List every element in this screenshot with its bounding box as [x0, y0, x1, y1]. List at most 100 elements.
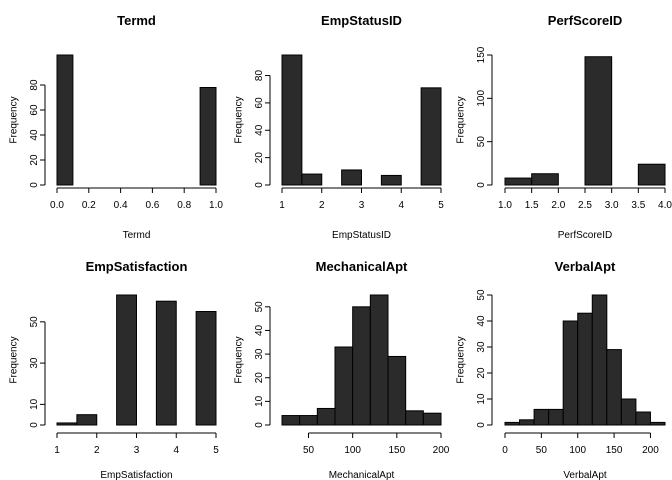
x-tick-label: 3.5	[631, 200, 645, 211]
x-tick-label: 0.8	[177, 200, 191, 211]
x-axis-label: EmpSatisfaction	[100, 470, 172, 480]
histogram-bar	[380, 174, 402, 186]
chart-title: PerfScoreID	[548, 13, 622, 28]
y-tick-label: 50	[476, 289, 487, 301]
y-tick-label: 0	[29, 422, 40, 428]
x-tick-label: 3.0	[605, 200, 619, 211]
histogram-bar	[116, 294, 137, 426]
histogram-panel-3: PerfScoreID 1.0 1.5 2.0 2.5 3.0 3.5 4.0 0 50 100 15…	[455, 13, 672, 241]
histogram-bar	[649, 421, 666, 426]
chart-title: MechanicalApt	[316, 259, 408, 274]
chart-title: EmpStatusID	[321, 13, 402, 28]
x-tick-label: 2	[319, 200, 325, 211]
x-tick-label: 0	[502, 445, 508, 456]
x-tick-label: 150	[388, 445, 405, 456]
y-tick-label: 50	[254, 301, 265, 313]
y-tick-label: 0	[254, 422, 265, 428]
x-tick-label: 0.0	[50, 200, 64, 211]
y-axis-label: Frequency	[233, 336, 244, 383]
histogram-bar	[299, 415, 318, 426]
x-tick-label: 3	[134, 445, 140, 456]
histogram-bar	[533, 408, 550, 426]
histogram-bar	[422, 412, 442, 426]
y-tick-label: 40	[254, 124, 265, 136]
x-tick-label: 1.0	[498, 200, 512, 211]
histogram-bar	[56, 422, 78, 426]
histogram-bar	[620, 398, 637, 426]
histogram-panel-1: Termd 0.0 0.2 0.4 0.6 0.8 1.0 0 20 40 60 80 Termd Fre…	[8, 13, 223, 241]
histogram-bar	[281, 54, 303, 186]
x-tick-label: 200	[433, 445, 450, 456]
x-tick-label: 0.4	[114, 200, 128, 211]
y-tick-label: 60	[29, 104, 40, 116]
x-tick-label: 4	[398, 200, 404, 211]
histogram-bar	[504, 421, 521, 426]
histogram-bar	[504, 177, 533, 186]
x-axis-label: PerfScoreID	[558, 230, 612, 241]
histogram-bar	[199, 87, 217, 186]
histogram-bar	[341, 169, 362, 186]
x-tick-label: 4	[173, 445, 179, 456]
histogram-bar	[420, 87, 442, 186]
y-tick-label: 60	[254, 97, 265, 109]
y-tick-label: 30	[476, 341, 487, 353]
histogram-bar	[531, 173, 559, 186]
y-tick-label: 0	[29, 182, 40, 188]
chart-title: EmpSatisfaction	[86, 259, 188, 274]
y-tick-label: 10	[29, 398, 40, 410]
y-tick-label: 50	[29, 316, 40, 328]
y-tick-label: 20	[254, 152, 265, 164]
y-tick-label: 0	[254, 182, 265, 188]
y-tick-label: 10	[476, 393, 487, 405]
y-axis-label: Frequency	[455, 96, 466, 143]
y-tick-label: 30	[29, 357, 40, 369]
y-tick-label: 50	[476, 136, 487, 148]
x-tick-label: 2.0	[551, 200, 565, 211]
x-tick-label: 1.5	[525, 200, 539, 211]
y-tick-label: 0	[476, 182, 487, 188]
histogram-panel-2: EmpStatusID 1 2 3 4 5 0 20 40 60 80 EmpStatusID Freq…	[233, 13, 444, 241]
histogram-bar	[56, 54, 74, 186]
histogram-bar	[405, 410, 424, 426]
y-tick-label: 40	[29, 129, 40, 141]
histogram-bar	[301, 173, 323, 186]
y-tick-label: 40	[254, 324, 265, 336]
y-tick-label: 150	[476, 46, 487, 63]
y-axis-label: Frequency	[233, 96, 244, 143]
chart-title: VerbalApt	[555, 259, 616, 274]
x-axis-label: Termd	[123, 230, 151, 241]
histogram-bar	[591, 294, 608, 426]
histogram-panel-5: MechanicalApt 50 100 150 200 0 10 20 30 40 50 Mecha…	[233, 259, 449, 480]
y-axis-label: Frequency	[8, 96, 19, 143]
histogram-bar	[562, 320, 579, 426]
x-tick-label: 200	[642, 445, 659, 456]
y-axis-label: Frequency	[8, 336, 19, 383]
x-tick-label: 50	[303, 445, 315, 456]
x-tick-label: 150	[606, 445, 623, 456]
histogram-bar	[352, 306, 371, 426]
y-tick-label: 0	[476, 422, 487, 428]
y-axis-label: Frequency	[455, 336, 466, 383]
x-tick-label: 1.0	[209, 200, 223, 211]
histogram-bar	[584, 56, 613, 186]
histogram-bar	[334, 346, 354, 426]
x-axis-label: VerbalApt	[563, 470, 607, 480]
y-tick-label: 20	[476, 367, 487, 379]
y-tick-label: 20	[29, 154, 40, 166]
x-tick-label: 50	[536, 445, 548, 456]
histogram-bar	[577, 312, 593, 426]
x-tick-label: 4.0	[658, 200, 672, 211]
histogram-bar	[76, 414, 98, 426]
histogram-bar	[606, 349, 622, 426]
histogram-bar	[369, 294, 389, 426]
chart-title: Termd	[117, 13, 156, 28]
histogram-bar	[316, 407, 336, 426]
x-tick-label: 5	[213, 445, 219, 456]
histogram-bar	[195, 311, 217, 426]
histogram-bar	[637, 163, 666, 186]
histogram-bar	[155, 300, 177, 426]
x-tick-label: 5	[438, 200, 444, 211]
x-tick-label: 0.2	[82, 200, 96, 211]
